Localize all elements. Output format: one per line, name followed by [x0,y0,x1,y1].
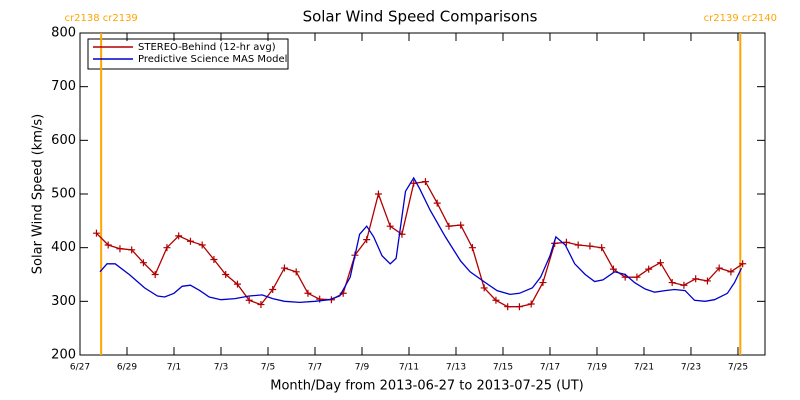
point-marker [139,259,147,267]
point-marker [739,260,747,268]
point-marker [727,268,735,276]
point-marker [703,277,711,285]
legend-label: Predictive Science MAS Model [138,54,287,65]
legend-box [87,38,289,70]
point-marker [386,222,394,230]
point-marker [480,284,488,292]
y-tick-label: 500 [51,187,76,202]
point-marker [304,289,312,297]
y-axis-label: Solar Wind Speed (km/s) [31,114,46,274]
x-tick-label: 7/15 [493,363,513,373]
point-marker [198,241,206,249]
point-marker [233,280,241,288]
point-marker [374,190,382,198]
point-marker [609,265,617,273]
point-marker [692,275,700,283]
point-marker [656,259,664,267]
point-marker [457,221,465,229]
x-tick-label: 7/25 [728,363,748,373]
point-marker [186,237,194,245]
point-marker [245,296,253,304]
x-tick-label: 6/29 [117,363,137,373]
x-tick-label: 7/21 [634,363,654,373]
x-tick-label: 7/3 [214,363,228,373]
y-tick-label: 300 [51,294,76,309]
point-marker [175,232,183,240]
y-tick-label: 700 [51,79,76,94]
x-tick-label: 7/5 [261,363,275,373]
x-tick-label: 7/1 [167,363,181,373]
point-marker [222,271,230,278]
point-marker [421,178,429,186]
point-marker [292,268,300,276]
point-marker [539,279,547,287]
point-marker [527,300,535,308]
point-marker [445,222,453,230]
x-tick-label: 7/9 [355,363,370,373]
series-line [95,180,744,308]
point-marker [586,242,594,250]
point-marker [715,264,723,272]
x-tick-label: 7/7 [308,363,322,373]
y-tick-label: 800 [51,26,76,41]
x-tick-label: 7/23 [681,363,701,373]
point-marker [151,271,159,278]
point-marker [504,303,512,311]
point-marker [468,244,476,252]
x-tick-label: 7/11 [399,363,419,373]
point-marker [128,246,136,254]
y-tick-label: 600 [51,133,76,148]
point-marker [598,244,606,252]
point-marker [104,241,112,249]
point-marker [257,301,265,309]
point-marker [633,273,641,281]
point-marker [562,238,570,246]
point-marker [316,295,324,303]
chart-title: Solar Wind Speed Comparisons [303,8,538,26]
point-marker [92,229,100,237]
point-marker [668,279,676,287]
point-marker [163,244,171,252]
x-tick-label: 7/17 [540,363,560,373]
point-marker [116,245,124,253]
annotation: cr2139 cr2140 [704,13,777,24]
point-marker [515,303,523,311]
point-marker [680,281,688,289]
point-marker [269,286,277,294]
point-marker [433,199,441,207]
y-tick-label: 400 [51,240,76,255]
point-marker [363,236,371,244]
point-marker [210,255,218,263]
point-marker [574,241,582,249]
annotation: cr2138 cr2139 [65,13,138,24]
point-marker [492,296,500,304]
y-tick-label: 200 [51,348,76,363]
x-axis-label: Month/Day from 2013-06-27 to 2013-07-25 … [270,379,583,394]
x-tick-label: 7/19 [587,363,607,373]
point-marker [280,264,288,272]
point-marker [645,265,653,273]
x-tick-label: 6/27 [70,363,90,373]
x-tick-label: 7/13 [446,363,466,373]
series-line [99,176,743,304]
legend-label: STEREO-Behind (12-hr avg) [138,42,276,53]
